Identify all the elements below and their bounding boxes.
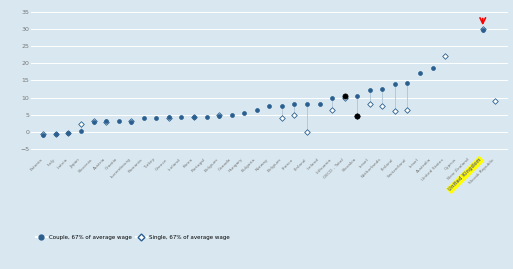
Point <box>328 95 336 100</box>
Point <box>278 116 286 120</box>
Point <box>64 131 72 135</box>
Point <box>491 99 500 103</box>
Legend: Couple, 67% of average wage, Single, 67% of average wage: Couple, 67% of average wage, Single, 67%… <box>33 233 232 242</box>
Point <box>77 129 85 133</box>
Point <box>215 113 223 117</box>
Point <box>190 115 198 119</box>
Point <box>353 94 361 99</box>
Point <box>190 115 198 119</box>
Point <box>403 81 411 85</box>
Point <box>303 130 311 134</box>
Point <box>114 119 123 123</box>
Point <box>303 102 311 107</box>
Point <box>127 119 135 123</box>
Point <box>378 104 386 108</box>
Point <box>203 115 211 119</box>
Point <box>127 119 135 124</box>
Point <box>278 104 286 108</box>
Point <box>89 118 97 123</box>
Point <box>403 107 411 112</box>
Point <box>152 116 161 120</box>
Point <box>441 54 449 58</box>
Point <box>479 27 487 31</box>
Point <box>315 102 324 106</box>
Point <box>416 71 424 76</box>
Point <box>391 109 399 114</box>
Point <box>353 114 361 119</box>
Point <box>290 102 299 107</box>
Point <box>177 115 186 120</box>
Point <box>428 66 437 70</box>
Point <box>378 87 386 91</box>
Point <box>341 95 349 100</box>
Point <box>215 114 223 119</box>
Point <box>265 104 273 108</box>
Point <box>366 102 374 107</box>
Point <box>102 119 110 124</box>
Point <box>102 119 110 123</box>
Point <box>353 114 361 119</box>
Point <box>228 113 236 117</box>
Point <box>290 113 299 117</box>
Point <box>39 133 47 137</box>
Point <box>77 122 85 126</box>
Point <box>240 111 248 115</box>
Point <box>52 132 60 136</box>
Point <box>479 28 487 33</box>
Point <box>341 94 349 99</box>
Point <box>140 116 148 120</box>
Point <box>165 115 173 120</box>
Point <box>328 107 336 112</box>
Point <box>165 116 173 120</box>
Point <box>52 132 60 136</box>
Point <box>39 132 47 136</box>
Point <box>89 119 97 124</box>
Point <box>391 82 399 86</box>
Point <box>253 107 261 112</box>
Point <box>366 88 374 92</box>
Point <box>64 131 72 135</box>
